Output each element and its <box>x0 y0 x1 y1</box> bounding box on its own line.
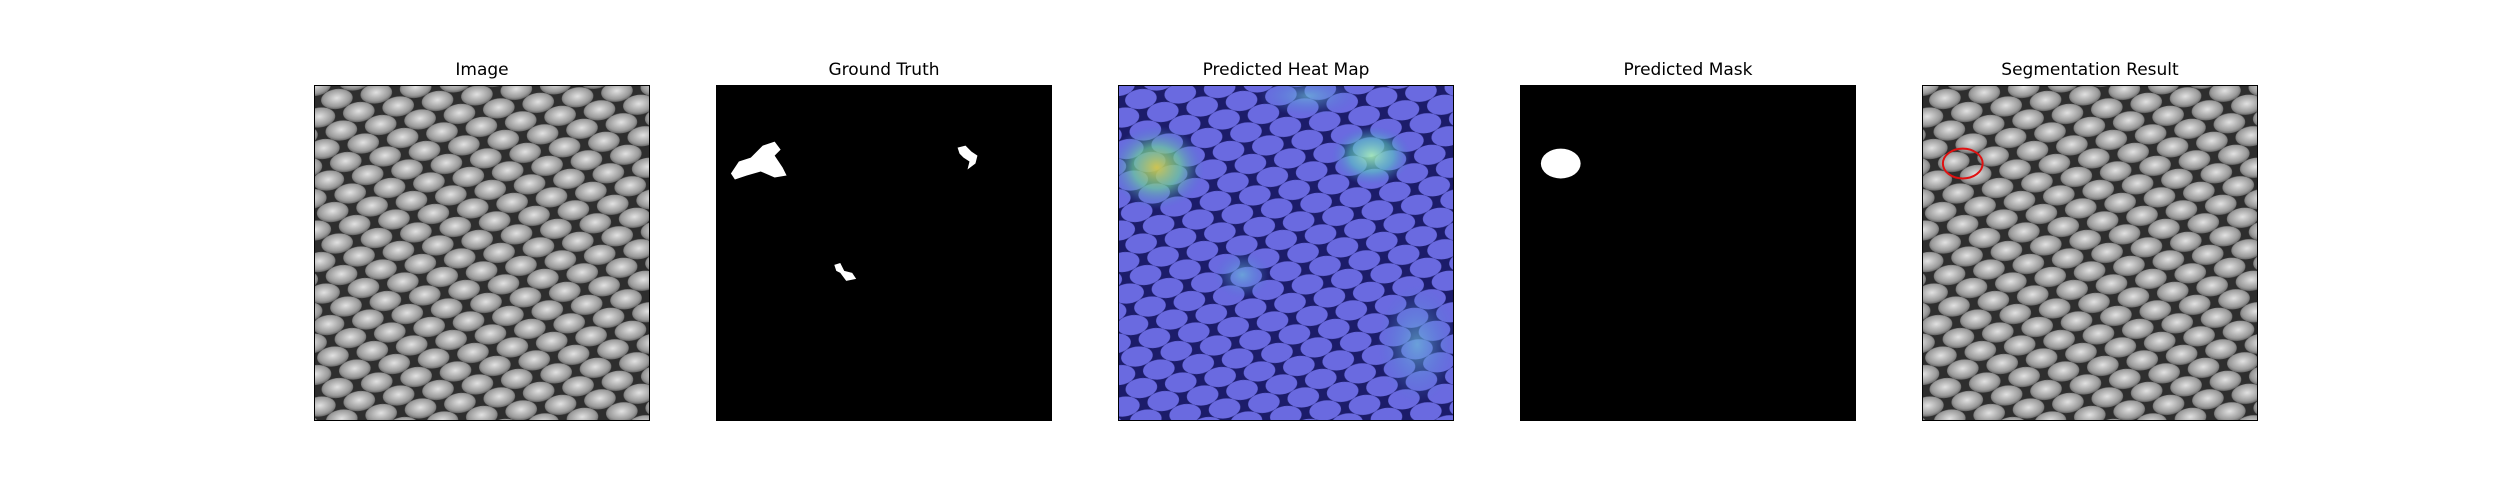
panel-title-heat-map: Predicted Heat Map <box>1202 60 1370 80</box>
image-panel <box>314 85 650 421</box>
heat-blob-right <box>1377 284 1453 405</box>
panel-title-image: Image <box>455 60 509 80</box>
gt-defect-center <box>834 262 857 281</box>
predicted-mask-blob <box>1540 148 1581 179</box>
heat-blob-center <box>1214 251 1271 299</box>
heat-blob-top-left <box>1119 125 1205 210</box>
segmentation-outline <box>1941 147 1984 180</box>
heat-blob-top-right <box>1331 125 1412 186</box>
ground-truth-panel <box>716 85 1052 421</box>
segmentation-result-panel <box>1922 85 2258 421</box>
panel-title-segmentation-result: Segmentation Result <box>2001 60 2179 80</box>
panel-title-ground-truth: Ground Truth <box>828 60 940 80</box>
heat-map-panel <box>1118 85 1454 421</box>
mesh-texture <box>315 86 649 420</box>
gt-defect-right <box>957 145 978 170</box>
heat-blob-top <box>1258 86 1358 116</box>
predicted-mask-panel <box>1520 85 1856 421</box>
gt-defect-left <box>730 141 787 180</box>
panel-title-predicted-mask: Predicted Mask <box>1623 60 1753 80</box>
